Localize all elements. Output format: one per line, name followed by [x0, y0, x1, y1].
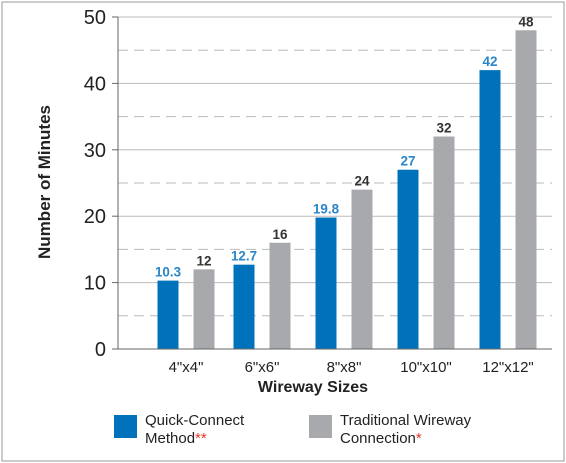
- bar-value-label: 10.3: [155, 264, 181, 280]
- legend-label-line2: Method**: [145, 430, 207, 447]
- legend-label-line1: Traditional Wireway: [340, 412, 472, 429]
- bar-value-label: 48: [519, 13, 534, 29]
- bar-value-label: 12.7: [231, 248, 257, 264]
- x-tick-label: 10"x10": [400, 359, 452, 376]
- x-tick-label: 6"x6": [245, 359, 280, 376]
- bar: [479, 70, 501, 350]
- bars: [157, 30, 537, 350]
- bar-value-label: 24: [355, 173, 370, 189]
- y-tick-label: 10: [84, 273, 106, 295]
- bar-value-label: 27: [401, 153, 416, 169]
- y-axis-title: Number of Minutes: [35, 105, 54, 259]
- y-tick-label: 50: [84, 7, 106, 29]
- x-axis-title: Wireway Sizes: [258, 379, 368, 396]
- legend-footnote-marker: **: [195, 430, 207, 447]
- legend-label-traditional: Traditional Wireway Connection*: [340, 412, 471, 448]
- bar-value-label: 12: [197, 252, 212, 268]
- bar: [193, 269, 215, 349]
- legend-item-quick-connect: Quick-Connect Method**: [114, 412, 244, 448]
- bar: [269, 242, 291, 349]
- bar: [233, 264, 255, 349]
- legend-label-line1: Quick-Connect: [145, 412, 245, 429]
- y-tick-label: 40: [84, 73, 106, 95]
- bar: [515, 30, 537, 350]
- legend-swatch-traditional: [309, 415, 332, 438]
- y-tick-label: 20: [84, 206, 106, 228]
- legend: Quick-Connect Method** Traditional Wirew…: [0, 412, 566, 462]
- legend-footnote-marker: *: [415, 430, 422, 447]
- y-tick-label: 30: [84, 140, 106, 162]
- x-tick-label: 12"x12": [482, 359, 534, 376]
- bar-value-label: 42: [483, 53, 498, 69]
- bar-value-label: 32: [437, 120, 452, 136]
- axes: [112, 16, 552, 350]
- legend-label-quick-connect: Quick-Connect Method**: [145, 412, 244, 448]
- x-tick-label: 8"x8": [327, 359, 362, 376]
- labels: 0 10 20 30 40 50 10.3 12 4"x4" 12.7 16 6"x6" 19.8 24 8…: [84, 7, 534, 376]
- legend-item-traditional: Traditional Wireway Connection*: [309, 412, 471, 448]
- bar: [351, 189, 373, 349]
- bar-value-label: 19.8: [313, 201, 339, 217]
- x-tick-label: 4"x4": [169, 359, 204, 376]
- y-tick-label: 0: [95, 339, 106, 361]
- bar: [315, 217, 337, 349]
- bar: [397, 169, 419, 349]
- legend-swatch-quick-connect: [114, 415, 137, 438]
- bar-value-label: 16: [273, 226, 288, 242]
- legend-label-line2: Connection*: [340, 430, 422, 447]
- bar: [157, 280, 179, 349]
- bar: [433, 136, 455, 349]
